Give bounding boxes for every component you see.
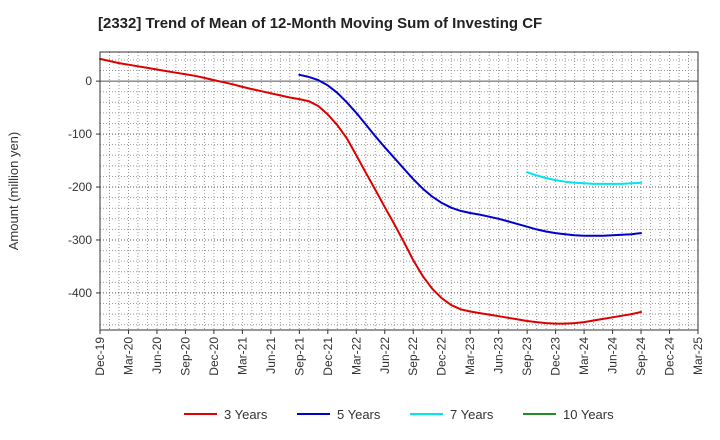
x-tick-label: Mar-21 bbox=[235, 337, 249, 375]
x-tick-label: Sep-22 bbox=[406, 337, 420, 376]
legend-label: 7 Years bbox=[450, 407, 494, 422]
x-tick-label: Jun-20 bbox=[150, 337, 164, 374]
x-tick-label: Dec-23 bbox=[549, 337, 563, 376]
y-axis-label: Amount (million yen) bbox=[6, 132, 21, 251]
series-line-3-years bbox=[99, 57, 642, 325]
legend: 3 Years 5 Years 7 Years 10 Years bbox=[184, 407, 614, 422]
x-tick-label: Sep-24 bbox=[634, 337, 648, 376]
series-line-7-years bbox=[526, 171, 642, 185]
x-tick-label: Sep-23 bbox=[520, 337, 534, 376]
x-tick-label: Dec-24 bbox=[663, 337, 677, 376]
x-axis: Dec-19 Mar-20 Jun-20 Sep-20 Dec-20 Mar-21 Jun-… bbox=[93, 330, 705, 376]
x-tick-label: Mar-25 bbox=[691, 337, 705, 375]
x-tick-label: Jun-21 bbox=[264, 337, 278, 374]
x-tick-label: Jun-23 bbox=[492, 337, 506, 374]
y-axis: 0 -100 -200 -300 -400 bbox=[68, 74, 100, 300]
y-tick-label: -100 bbox=[68, 127, 92, 141]
x-tick-label: Jun-22 bbox=[378, 337, 392, 374]
y-tick-label: -300 bbox=[68, 233, 92, 247]
legend-label: 3 Years bbox=[224, 407, 268, 422]
x-tick-label: Dec-19 bbox=[93, 337, 107, 376]
series-layer bbox=[99, 57, 642, 325]
x-tick-label: Jun-24 bbox=[606, 337, 620, 374]
grid-layer bbox=[100, 52, 698, 330]
plot-frame bbox=[99, 51, 699, 331]
legend-label: 10 Years bbox=[563, 407, 614, 422]
x-tick-label: Mar-23 bbox=[463, 337, 477, 375]
y-tick-label: 0 bbox=[85, 74, 92, 88]
x-tick-label: Sep-20 bbox=[178, 337, 192, 376]
x-tick-label: Mar-24 bbox=[577, 337, 591, 375]
x-tick-label: Mar-22 bbox=[349, 337, 363, 375]
x-tick-label: Sep-21 bbox=[292, 337, 306, 376]
legend-label: 5 Years bbox=[337, 407, 381, 422]
chart-title: [2332] Trend of Mean of 12-Month Moving … bbox=[98, 15, 543, 32]
y-tick-label: -400 bbox=[68, 286, 92, 300]
x-tick-label: Dec-21 bbox=[321, 337, 335, 376]
plot-background bbox=[100, 52, 698, 330]
x-tick-label: Dec-22 bbox=[435, 337, 449, 376]
y-tick-label: -200 bbox=[68, 180, 92, 194]
x-tick-label: Mar-20 bbox=[121, 337, 135, 375]
x-tick-label: Dec-20 bbox=[207, 337, 221, 376]
series-line-5-years bbox=[298, 73, 642, 237]
